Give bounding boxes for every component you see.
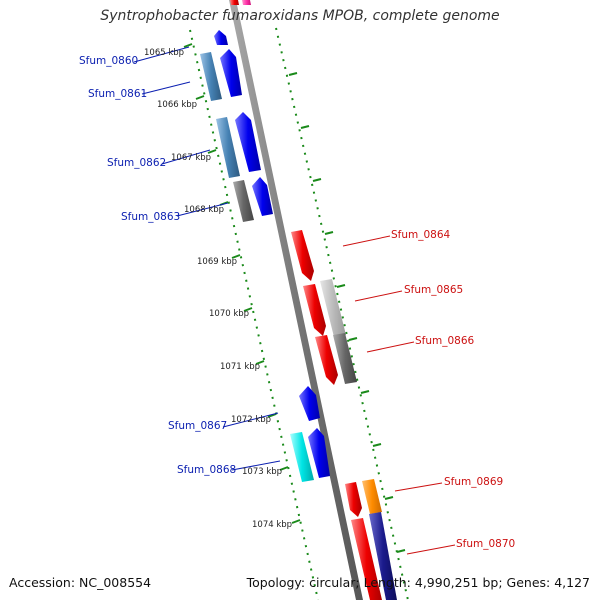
topology-label: Topology: circular; Length: 4,990,251 bp… bbox=[246, 575, 590, 590]
kbp-label: 1066 kbp bbox=[157, 100, 197, 110]
gene-labels-left[interactable]: Sfum_0860 Sfum_0861 Sfum_0862 Sfum_0863 … bbox=[79, 55, 236, 476]
genome-backbone bbox=[229, 0, 363, 600]
kbp-label: 1068 kbp bbox=[184, 205, 224, 215]
gene-arrow-0865 bbox=[303, 284, 326, 336]
forward-genes bbox=[214, 30, 330, 478]
gene-arrow-0864 bbox=[291, 230, 314, 281]
gene-arrow-0867a bbox=[299, 386, 320, 421]
gene-label-sfum-0868[interactable]: Sfum_0868 bbox=[177, 464, 236, 476]
right-ruler-ticks bbox=[288, 72, 406, 553]
gene-label-sfum-0861[interactable]: Sfum_0861 bbox=[88, 88, 147, 100]
gray-box-2 bbox=[333, 333, 357, 384]
navy-box bbox=[369, 512, 397, 600]
gene-label-sfum-0870[interactable]: Sfum_0870 bbox=[456, 538, 515, 550]
left-leader-lines bbox=[133, 46, 281, 471]
map-title: Syntrophobacter fumaroxidans MPOB, compl… bbox=[100, 8, 500, 24]
accession-label: Accession: NC_008554 bbox=[9, 575, 152, 590]
reverse-side-features bbox=[320, 279, 397, 600]
reverse-genes bbox=[291, 230, 382, 600]
gene-label-sfum-0863[interactable]: Sfum_0863 bbox=[121, 211, 180, 223]
kbp-label: 1070 kbp bbox=[209, 309, 249, 319]
feature-magenta-partial bbox=[242, 0, 251, 5]
gene-arrow-0861 bbox=[220, 49, 242, 97]
gene-label-sfum-0869[interactable]: Sfum_0869 bbox=[444, 476, 503, 488]
gene-arrow-0869a bbox=[345, 482, 362, 517]
kbp-label: 1065 kbp bbox=[144, 48, 184, 58]
gene-arrow-0870a bbox=[351, 518, 382, 600]
gene-label-sfum-0867[interactable]: Sfum_0867 bbox=[168, 420, 227, 432]
lightgray-box bbox=[320, 279, 346, 337]
gene-label-sfum-0864[interactable]: Sfum_0864 bbox=[391, 229, 451, 241]
feature-red-partial bbox=[230, 0, 239, 5]
gene-arrow-0860 bbox=[214, 30, 228, 45]
gray-box-1 bbox=[233, 180, 254, 222]
gene-label-sfum-0866[interactable]: Sfum_0866 bbox=[415, 335, 475, 347]
forward-side-features bbox=[200, 52, 314, 482]
gene-arrow-0866a bbox=[315, 335, 338, 385]
gene-label-sfum-0860[interactable]: Sfum_0860 bbox=[79, 55, 138, 67]
kbp-label: 1069 kbp bbox=[197, 257, 237, 267]
kbp-label: 1067 kbp bbox=[171, 153, 211, 163]
gene-labels-right[interactable]: Sfum_0864 Sfum_0865 Sfum_0866 Sfum_0869 … bbox=[391, 229, 515, 550]
gene-label-sfum-0865[interactable]: Sfum_0865 bbox=[404, 284, 463, 296]
gene-arrow-0863 bbox=[252, 177, 273, 216]
gene-arrow-0868 bbox=[308, 428, 330, 478]
map-band bbox=[222, 0, 420, 600]
gene-label-sfum-0862[interactable]: Sfum_0862 bbox=[107, 157, 166, 169]
orange-box bbox=[362, 479, 382, 514]
right-leader-lines bbox=[342, 235, 456, 555]
kbp-label: 1073 kbp bbox=[242, 467, 282, 477]
kbp-label: 1074 kbp bbox=[252, 520, 292, 530]
kbp-labels: 1065 kbp 1066 kbp 1067 kbp 1068 kbp 1069… bbox=[144, 48, 292, 530]
gene-arrow-0862 bbox=[235, 112, 261, 172]
cyan-box bbox=[290, 432, 314, 482]
kbp-label: 1072 kbp bbox=[231, 415, 271, 425]
steelblue-box-2 bbox=[216, 117, 240, 178]
kbp-label: 1071 kbp bbox=[220, 362, 260, 372]
left-ruler-line bbox=[189, 29, 319, 600]
steelblue-box-1 bbox=[200, 52, 222, 101]
right-ruler-line bbox=[275, 27, 409, 600]
